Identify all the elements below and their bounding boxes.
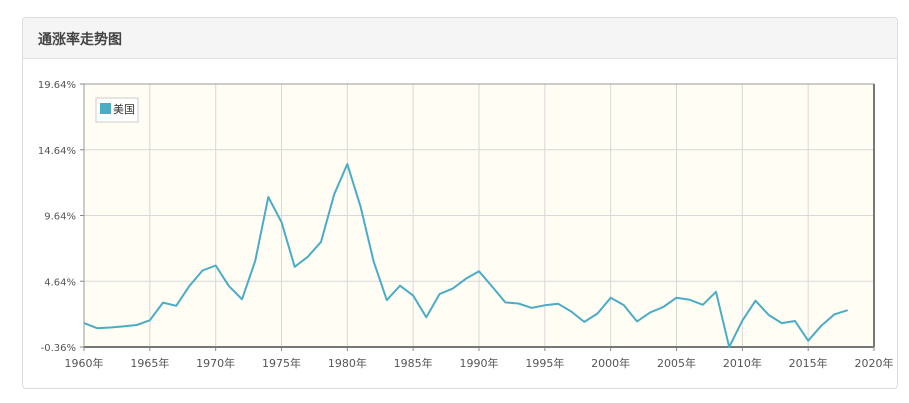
panel-title: 通涨率走势图 <box>38 32 122 48</box>
x-tick-label: 2005年 <box>657 356 696 370</box>
x-tick-label: 1975年 <box>262 356 301 370</box>
x-tick-label: 2000年 <box>591 356 630 370</box>
panel-header: 通涨率走势图 <box>23 18 897 59</box>
y-tick-label: 4.64% <box>44 277 76 288</box>
x-tick-label: 1980年 <box>328 356 367 370</box>
x-tick-label: 1985年 <box>394 356 433 370</box>
series-line <box>83 163 848 348</box>
x-tick-label: 2015年 <box>789 356 828 370</box>
x-tick-label: 1995年 <box>525 356 564 370</box>
x-tick-label: 1970年 <box>196 356 235 370</box>
x-tick-label: 1960年 <box>65 356 104 370</box>
y-tick-label: -0.36% <box>41 343 76 354</box>
x-tick-label: 1965年 <box>130 356 169 370</box>
legend-label: 美国 <box>113 103 135 116</box>
y-tick-label: 9.64% <box>44 212 76 223</box>
y-tick-label: 19.64% <box>38 80 76 91</box>
y-tick-label: 14.64% <box>38 146 76 157</box>
x-tick-label: 2010年 <box>723 356 762 370</box>
x-tick-label: 1990年 <box>460 356 499 370</box>
x-tick-label: 2020年 <box>855 356 894 370</box>
legend-swatch <box>100 103 111 114</box>
